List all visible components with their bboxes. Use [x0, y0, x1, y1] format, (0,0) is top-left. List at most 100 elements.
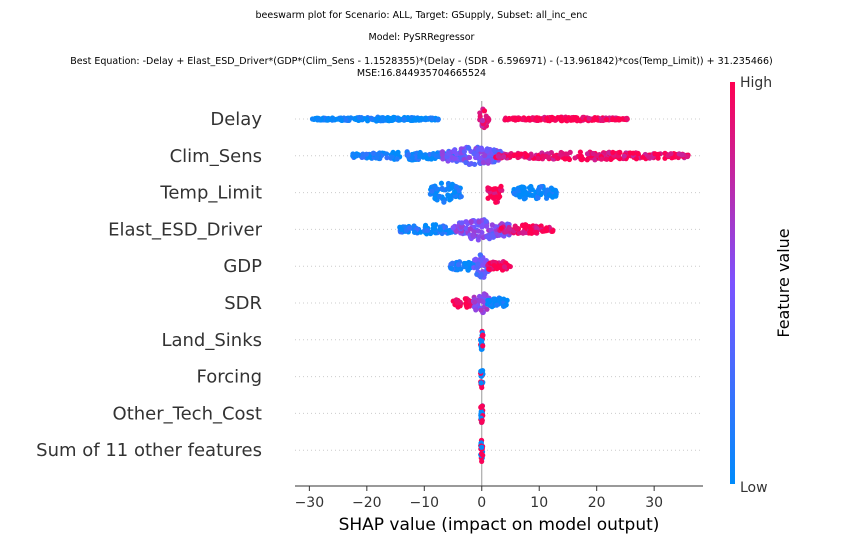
shap-point [479, 147, 485, 153]
shap-point [473, 307, 479, 313]
x-tick-label: −10 [410, 495, 440, 511]
shap-point [354, 153, 360, 159]
shap-point [472, 299, 478, 305]
shap-point [485, 158, 491, 164]
shap-point [475, 147, 481, 153]
shap-point [498, 225, 504, 231]
shap-point [467, 226, 473, 232]
shap-point [468, 218, 474, 225]
shap-point [451, 147, 457, 154]
shap-point [439, 149, 446, 155]
shap-point [489, 222, 495, 228]
shap-point [504, 297, 510, 303]
shap-point [579, 157, 585, 163]
shap-point [478, 380, 484, 386]
shap-point [418, 115, 424, 121]
colorbar-title: Feature value [774, 228, 793, 337]
shap-point [449, 260, 455, 266]
shap-point [476, 219, 482, 225]
shap-point [464, 304, 470, 310]
shap-point [528, 153, 534, 159]
shap-point [491, 262, 497, 269]
shap-point [445, 150, 451, 156]
shap-point [478, 337, 484, 343]
shap-point [610, 149, 616, 155]
shap-point [411, 229, 418, 235]
feature-label: Delay [210, 109, 262, 130]
feature-label: Sum of 11 other features [36, 440, 262, 461]
shap-point [522, 222, 528, 228]
shap-point [339, 117, 345, 124]
shap-point [498, 183, 504, 190]
shap-point [484, 148, 490, 154]
shap-point [401, 116, 407, 122]
shap-point [479, 417, 485, 424]
shap-point [453, 228, 460, 235]
shap-point [501, 264, 508, 270]
shap-point [546, 192, 553, 198]
shap-point [417, 152, 423, 158]
shap-point [586, 115, 592, 122]
shap-point [451, 189, 458, 195]
shap-point [363, 151, 370, 157]
shap-point [484, 234, 490, 240]
shap-point [652, 151, 658, 157]
shap-point [484, 223, 490, 229]
shap-point [550, 228, 556, 234]
shap-point [544, 115, 550, 121]
shap-point [500, 303, 507, 309]
shap-point [437, 227, 443, 233]
shap-point [350, 151, 356, 157]
shap-point [550, 187, 556, 193]
shap-point [478, 451, 485, 457]
shap-point [479, 444, 485, 450]
shap-point [522, 189, 528, 195]
shap-point [483, 218, 489, 225]
shap-point [610, 116, 616, 122]
shap-point [606, 150, 612, 156]
shap-point [427, 115, 434, 121]
shap-point [480, 262, 486, 268]
shap-point [374, 116, 380, 122]
shap-point [479, 458, 485, 464]
feature-label: Elast_ESD_Driver [108, 219, 262, 240]
shap-point [446, 230, 453, 236]
shap-point [467, 298, 473, 304]
shap-point [429, 188, 435, 194]
shap-point [455, 261, 461, 268]
shap-point [524, 152, 530, 159]
shap-point [526, 116, 532, 123]
shap-point [429, 155, 435, 161]
shap-point [604, 156, 610, 162]
shap-point [584, 157, 590, 163]
shap-point [624, 115, 630, 121]
shap-point [379, 117, 386, 123]
shap-point [477, 113, 483, 120]
shap-point [434, 186, 440, 192]
shap-point [551, 153, 558, 159]
shap-point [521, 196, 527, 202]
shap-point [472, 257, 478, 263]
shap-point [478, 307, 484, 313]
shap-point [603, 117, 610, 123]
shap-point [478, 408, 484, 415]
shap-point [475, 228, 482, 234]
shap-point [454, 300, 460, 306]
shap-point [458, 193, 464, 200]
shap-point [507, 153, 513, 159]
shap-point [448, 265, 454, 272]
shap-point [482, 152, 488, 159]
shap-point [577, 149, 583, 155]
shap-point [395, 149, 401, 155]
shap-point [384, 151, 390, 157]
shap-point [490, 232, 496, 239]
shap-point [646, 154, 652, 160]
shap-point [309, 116, 316, 122]
shap-point [572, 115, 578, 121]
shap-point [592, 157, 598, 163]
feature-label: Other_Tech_Cost [113, 403, 262, 424]
shap-point [549, 116, 555, 122]
shap-point [476, 298, 482, 304]
shap-point [458, 224, 464, 230]
shap-point [633, 156, 639, 162]
